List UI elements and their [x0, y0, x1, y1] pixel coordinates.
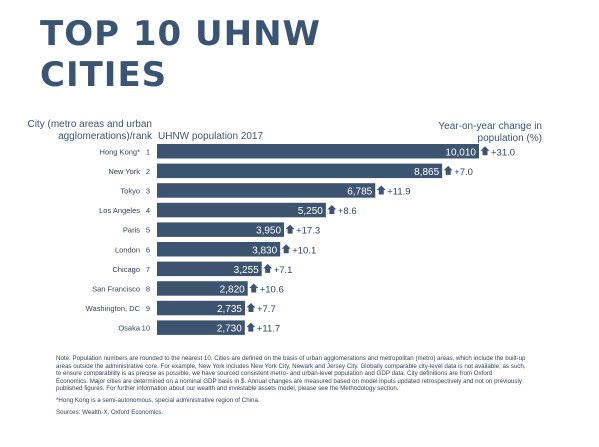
population-bar [157, 163, 443, 179]
change-value: +8.6 [338, 206, 357, 217]
change-header: Year-on-year change in population (%) [424, 121, 542, 145]
population-bar [157, 261, 262, 277]
title-line-2: CITIES [40, 55, 168, 95]
rank-label: 1 [146, 147, 150, 156]
up-arrow-icon [285, 224, 295, 234]
city-label: Tokyo [120, 186, 140, 195]
methodology-note: Note: Population numbers are rounded to … [56, 355, 526, 393]
city-label: Chicago [112, 265, 140, 274]
population-value: 6,785 [347, 186, 372, 197]
up-arrow-icon [263, 263, 273, 273]
up-arrow-icon [480, 146, 490, 156]
up-arrow-icon [327, 205, 337, 215]
rank-label: 5 [146, 226, 150, 235]
rank-label: 3 [146, 186, 150, 195]
population-bar [157, 242, 281, 257]
population-value: 2,730 [217, 324, 242, 335]
city-label: London [115, 245, 140, 254]
change-value: +11.9 [387, 186, 410, 197]
up-arrow-icon [246, 322, 256, 332]
change-value: +7.1 [274, 265, 293, 276]
city-label: Washington, DC [86, 304, 141, 313]
rank-label: 9 [146, 304, 150, 313]
population-value: 5,250 [298, 206, 323, 217]
population-value: 2,735 [217, 304, 242, 315]
rank-label: 2 [146, 167, 150, 176]
change-value: +11.7 [257, 324, 280, 335]
population-value: 3,830 [252, 245, 277, 256]
city-label: Osaka [118, 324, 141, 333]
change-header-line-1: Year-on-year change in [438, 121, 542, 132]
rank-label: 10 [142, 324, 150, 333]
change-value: +31.0 [491, 147, 515, 158]
up-arrow-icon [443, 165, 453, 175]
change-value: +17.3 [296, 226, 320, 237]
population-bar [157, 222, 285, 237]
city-label: San Francisco [92, 284, 140, 293]
change-value: +10.1 [292, 245, 316, 256]
rank-label: 7 [146, 265, 150, 274]
population-value: 10,010 [445, 147, 476, 158]
population-value: 3,255 [234, 265, 259, 276]
population-bar [157, 320, 245, 335]
city-label: New York [108, 167, 140, 176]
population-value: 2,820 [220, 284, 245, 295]
population-bar [157, 202, 326, 218]
up-arrow-icon [249, 283, 259, 293]
city-label: Los Angeles [99, 206, 140, 215]
population-bar [157, 144, 479, 159]
sources-note: Sources: Wealth-X, Oxford Economics. [56, 408, 164, 416]
hong-kong-footnote: *Hong Kong is a semi-autonomous, special… [56, 396, 260, 404]
population-value: 3,950 [256, 226, 281, 237]
page-title: TOP 10 UHNW CITIES [40, 14, 321, 96]
title-line-1: TOP 10 UHNW [40, 14, 322, 54]
population-bar [157, 300, 245, 316]
city-rank-header: City (metro areas and urban agglomeratio… [14, 119, 152, 143]
uhnw-bar-chart: Hong Kong* 1 10,010 +31.0 New York 2 8,865 +7.0… [86, 144, 515, 335]
city-label: Hong Kong* [100, 147, 141, 156]
up-arrow-icon [281, 244, 291, 254]
population-value: 8,865 [414, 167, 439, 178]
population-bar [157, 183, 376, 198]
change-value: +7.7 [257, 304, 276, 315]
city-rank-header-line-2: agglomerations)/rank [58, 131, 152, 142]
change-value: +7.0 [454, 167, 473, 178]
up-arrow-icon [376, 185, 386, 195]
population-header: UHNW population 2017 [158, 131, 264, 142]
rank-label: 6 [146, 245, 150, 254]
city-label: Paris [123, 226, 140, 235]
up-arrow-icon [246, 303, 256, 313]
change-header-line-2: population (%) [477, 133, 542, 144]
rank-label: 8 [146, 284, 150, 293]
rank-label: 4 [146, 206, 150, 215]
notes-section: Note: Population numbers are rounded to … [56, 355, 526, 420]
change-value: +10.6 [260, 284, 284, 295]
population-bar [157, 281, 248, 296]
city-rank-header-line-1: City (metro areas and urban [27, 119, 152, 130]
